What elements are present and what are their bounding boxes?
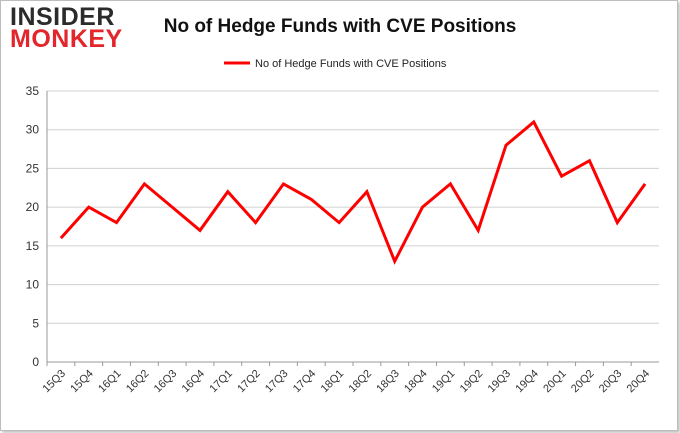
y-tick-label: 15 [26,239,40,253]
logo-line-1: INSIDER [10,3,115,31]
insider-monkey-logo: INSIDER MONKEY [10,3,128,53]
x-tick-label: 18Q1 [319,368,347,396]
logo-line-2: MONKEY [10,25,123,53]
y-tick-labels: 0 5 10 15 20 25 30 35 [26,84,40,369]
x-tick-labels: 15Q3 15Q4 16Q1 16Q2 16Q3 16Q4 17Q1 17Q2 17Q3 17Q4… [41,368,653,396]
x-tick-label: 16Q4 [180,368,208,396]
y-tick-label: 10 [26,278,40,292]
x-tick-label: 17Q2 [235,368,263,396]
x-tick-label: 15Q3 [41,368,69,396]
x-tick-label: 16Q3 [152,368,180,396]
series-line-0 [59,119,647,265]
y-tick-label: 35 [26,84,40,98]
x-tick-label: 17Q3 [263,368,291,396]
x-tick-label: 16Q2 [124,368,152,396]
x-tick-label: 20Q2 [569,368,597,396]
x-tick-label: 18Q3 [374,368,402,396]
x-tick-label: 20Q3 [597,368,625,396]
y-tick-label: 30 [26,123,40,137]
y-tick-label: 0 [32,355,39,369]
y-tick-label: 25 [26,161,40,175]
x-tick-label: 18Q4 [402,368,430,396]
x-tick-label: 18Q2 [347,368,375,396]
y-tick-label: 5 [32,316,39,330]
axes [46,91,659,366]
legend: No of Hedge Funds with CVE Positions [224,58,447,70]
x-tick-label: 19Q3 [486,368,514,396]
gridlines [47,90,659,324]
series-lines [59,119,647,265]
legend-label: No of Hedge Funds with CVE Positions [255,58,447,70]
x-tick-label: 17Q1 [207,368,235,396]
x-tick-label: 19Q4 [513,368,541,396]
chart-title: No of Hedge Funds with CVE Positions [163,16,517,37]
x-tick-label: 19Q1 [430,368,458,396]
x-tick-label: 17Q4 [291,368,319,396]
x-tick-label: 19Q2 [458,368,486,396]
y-tick-label: 20 [26,200,40,214]
x-tick-label: 15Q4 [68,368,96,396]
x-tick-label: 20Q4 [625,368,653,396]
x-tick-label: 20Q1 [541,368,569,396]
x-tick-label: 16Q1 [96,368,124,396]
